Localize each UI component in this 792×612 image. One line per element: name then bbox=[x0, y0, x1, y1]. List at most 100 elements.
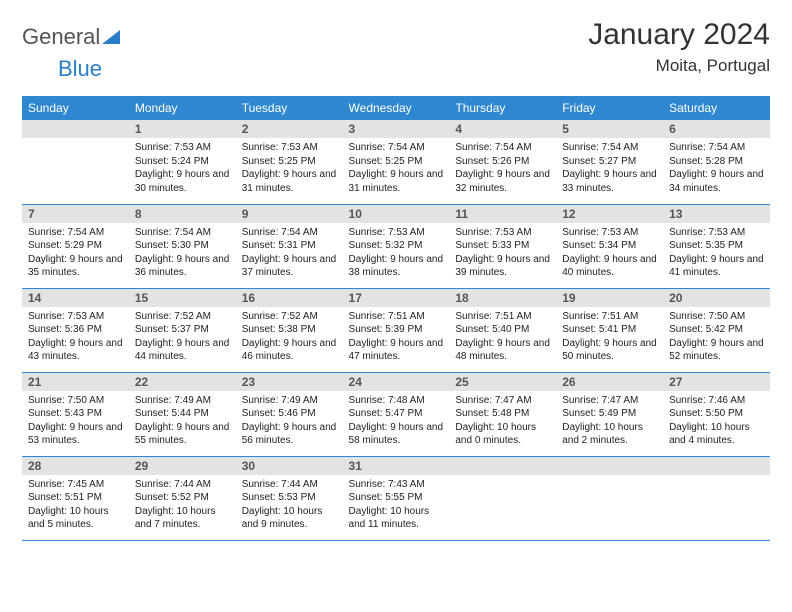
day-body: Sunrise: 7:52 AMSunset: 5:37 PMDaylight:… bbox=[129, 307, 236, 368]
sunrise-text: Sunrise: 7:52 AM bbox=[242, 310, 337, 324]
sunset-text: Sunset: 5:48 PM bbox=[455, 407, 550, 421]
sunset-text: Sunset: 5:30 PM bbox=[135, 239, 230, 253]
day-cell bbox=[449, 456, 556, 540]
daylight-text: Daylight: 9 hours and 43 minutes. bbox=[28, 337, 123, 364]
day-cell: 13 Sunrise: 7:53 AMSunset: 5:35 PMDayligh… bbox=[663, 204, 770, 288]
sunset-text: Sunset: 5:25 PM bbox=[349, 155, 444, 169]
sunrise-text: Sunrise: 7:53 AM bbox=[242, 141, 337, 155]
day-number: 24 bbox=[343, 373, 450, 391]
day-body: Sunrise: 7:48 AMSunset: 5:47 PMDaylight:… bbox=[343, 391, 450, 452]
daylight-text: Daylight: 9 hours and 46 minutes. bbox=[242, 337, 337, 364]
dow-header: Saturday bbox=[663, 96, 770, 120]
sunset-text: Sunset: 5:50 PM bbox=[669, 407, 764, 421]
daylight-text: Daylight: 9 hours and 56 minutes. bbox=[242, 421, 337, 448]
day-cell: 7Sunrise: 7:54 AMSunset: 5:29 PMDaylight… bbox=[22, 204, 129, 288]
day-cell: 4Sunrise: 7:54 AMSunset: 5:26 PMDaylight… bbox=[449, 120, 556, 204]
sunrise-text: Sunrise: 7:44 AM bbox=[135, 478, 230, 492]
sunset-text: Sunset: 5:40 PM bbox=[455, 323, 550, 337]
day-number: 28 bbox=[22, 457, 129, 475]
daylight-text: Daylight: 9 hours and 52 minutes. bbox=[669, 337, 764, 364]
day-body: Sunrise: 7:49 AMSunset: 5:46 PMDaylight:… bbox=[236, 391, 343, 452]
day-cell: 11Sunrise: 7:53 AMSunset: 5:33 PMDayligh… bbox=[449, 204, 556, 288]
daylight-text: Daylight: 9 hours and 50 minutes. bbox=[562, 337, 657, 364]
sunset-text: Sunset: 5:41 PM bbox=[562, 323, 657, 337]
sunrise-text: Sunrise: 7:53 AM bbox=[669, 226, 764, 240]
day-number bbox=[22, 120, 129, 138]
day-cell: 12Sunrise: 7:53 AMSunset: 5:34 PMDayligh… bbox=[556, 204, 663, 288]
day-body: Sunrise: 7:53 AMSunset: 5:33 PMDaylight:… bbox=[449, 223, 556, 284]
day-cell: 16Sunrise: 7:52 AMSunset: 5:38 PMDayligh… bbox=[236, 288, 343, 372]
day-cell: 17Sunrise: 7:51 AMSunset: 5:39 PMDayligh… bbox=[343, 288, 450, 372]
sunset-text: Sunset: 5:29 PM bbox=[28, 239, 123, 253]
daylight-text: Daylight: 10 hours and 7 minutes. bbox=[135, 505, 230, 532]
sunrise-text: Sunrise: 7:54 AM bbox=[349, 141, 444, 155]
day-cell: 5Sunrise: 7:54 AMSunset: 5:27 PMDaylight… bbox=[556, 120, 663, 204]
daylight-text: Daylight: 10 hours and 0 minutes. bbox=[455, 421, 550, 448]
daylight-text: Daylight: 9 hours and 36 minutes. bbox=[135, 253, 230, 280]
daylight-text: Daylight: 9 hours and 35 minutes. bbox=[28, 253, 123, 280]
daylight-text: Daylight: 10 hours and 4 minutes. bbox=[669, 421, 764, 448]
sunrise-text: Sunrise: 7:44 AM bbox=[242, 478, 337, 492]
day-body: Sunrise: 7:51 AMSunset: 5:40 PMDaylight:… bbox=[449, 307, 556, 368]
sunset-text: Sunset: 5:35 PM bbox=[669, 239, 764, 253]
day-cell: 8Sunrise: 7:54 AMSunset: 5:30 PMDaylight… bbox=[129, 204, 236, 288]
day-cell bbox=[663, 456, 770, 540]
day-number: 13 bbox=[663, 205, 770, 223]
day-body: Sunrise: 7:54 AMSunset: 5:28 PMDaylight:… bbox=[663, 138, 770, 199]
sunset-text: Sunset: 5:44 PM bbox=[135, 407, 230, 421]
sunset-text: Sunset: 5:47 PM bbox=[349, 407, 444, 421]
day-cell: 29Sunrise: 7:44 AMSunset: 5:52 PMDayligh… bbox=[129, 456, 236, 540]
sunrise-text: Sunrise: 7:51 AM bbox=[349, 310, 444, 324]
day-cell: 27Sunrise: 7:46 AMSunset: 5:50 PMDayligh… bbox=[663, 372, 770, 456]
sunset-text: Sunset: 5:26 PM bbox=[455, 155, 550, 169]
sunrise-text: Sunrise: 7:51 AM bbox=[455, 310, 550, 324]
day-body: Sunrise: 7:54 AMSunset: 5:25 PMDaylight:… bbox=[343, 138, 450, 199]
day-body: Sunrise: 7:43 AMSunset: 5:55 PMDaylight:… bbox=[343, 475, 450, 536]
day-number: 12 bbox=[556, 205, 663, 223]
logo: General bbox=[22, 18, 120, 50]
sunset-text: Sunset: 5:46 PM bbox=[242, 407, 337, 421]
dow-row: SundayMondayTuesdayWednesdayThursdayFrid… bbox=[22, 96, 770, 120]
day-body: Sunrise: 7:45 AMSunset: 5:51 PMDaylight:… bbox=[22, 475, 129, 536]
sunrise-text: Sunrise: 7:43 AM bbox=[349, 478, 444, 492]
sunset-text: Sunset: 5:32 PM bbox=[349, 239, 444, 253]
sunrise-text: Sunrise: 7:48 AM bbox=[349, 394, 444, 408]
day-cell: 2Sunrise: 7:53 AMSunset: 5:25 PMDaylight… bbox=[236, 120, 343, 204]
day-body: Sunrise: 7:53 AMSunset: 5:34 PMDaylight:… bbox=[556, 223, 663, 284]
day-number: 21 bbox=[22, 373, 129, 391]
day-body: Sunrise: 7:51 AMSunset: 5:39 PMDaylight:… bbox=[343, 307, 450, 368]
day-body: Sunrise: 7:54 AMSunset: 5:27 PMDaylight:… bbox=[556, 138, 663, 199]
month-title: January 2024 bbox=[588, 18, 770, 52]
daylight-text: Daylight: 9 hours and 31 minutes. bbox=[242, 168, 337, 195]
sunset-text: Sunset: 5:43 PM bbox=[28, 407, 123, 421]
sunset-text: Sunset: 5:36 PM bbox=[28, 323, 123, 337]
daylight-text: Daylight: 9 hours and 31 minutes. bbox=[349, 168, 444, 195]
day-body: Sunrise: 7:54 AMSunset: 5:29 PMDaylight:… bbox=[22, 223, 129, 284]
day-number: 26 bbox=[556, 373, 663, 391]
day-number: 11 bbox=[449, 205, 556, 223]
day-cell: 9Sunrise: 7:54 AMSunset: 5:31 PMDaylight… bbox=[236, 204, 343, 288]
day-body: Sunrise: 7:50 AMSunset: 5:43 PMDaylight:… bbox=[22, 391, 129, 452]
day-cell: 20Sunrise: 7:50 AMSunset: 5:42 PMDayligh… bbox=[663, 288, 770, 372]
sunset-text: Sunset: 5:52 PM bbox=[135, 491, 230, 505]
sunset-text: Sunset: 5:25 PM bbox=[242, 155, 337, 169]
daylight-text: Daylight: 9 hours and 48 minutes. bbox=[455, 337, 550, 364]
daylight-text: Daylight: 9 hours and 30 minutes. bbox=[135, 168, 230, 195]
sunrise-text: Sunrise: 7:45 AM bbox=[28, 478, 123, 492]
calendar-table: SundayMondayTuesdayWednesdayThursdayFrid… bbox=[22, 96, 770, 541]
sunset-text: Sunset: 5:42 PM bbox=[669, 323, 764, 337]
daylight-text: Daylight: 10 hours and 9 minutes. bbox=[242, 505, 337, 532]
daylight-text: Daylight: 9 hours and 33 minutes. bbox=[562, 168, 657, 195]
day-number: 7 bbox=[22, 205, 129, 223]
week-row: 28Sunrise: 7:45 AMSunset: 5:51 PMDayligh… bbox=[22, 456, 770, 540]
dow-header: Thursday bbox=[449, 96, 556, 120]
dow-header: Monday bbox=[129, 96, 236, 120]
day-body: Sunrise: 7:53 AMSunset: 5:36 PMDaylight:… bbox=[22, 307, 129, 368]
day-body: Sunrise: 7:50 AMSunset: 5:42 PMDaylight:… bbox=[663, 307, 770, 368]
daylight-text: Daylight: 9 hours and 47 minutes. bbox=[349, 337, 444, 364]
sunrise-text: Sunrise: 7:46 AM bbox=[669, 394, 764, 408]
day-number: 23 bbox=[236, 373, 343, 391]
daylight-text: Daylight: 9 hours and 41 minutes. bbox=[669, 253, 764, 280]
sunrise-text: Sunrise: 7:52 AM bbox=[135, 310, 230, 324]
daylight-text: Daylight: 9 hours and 58 minutes. bbox=[349, 421, 444, 448]
